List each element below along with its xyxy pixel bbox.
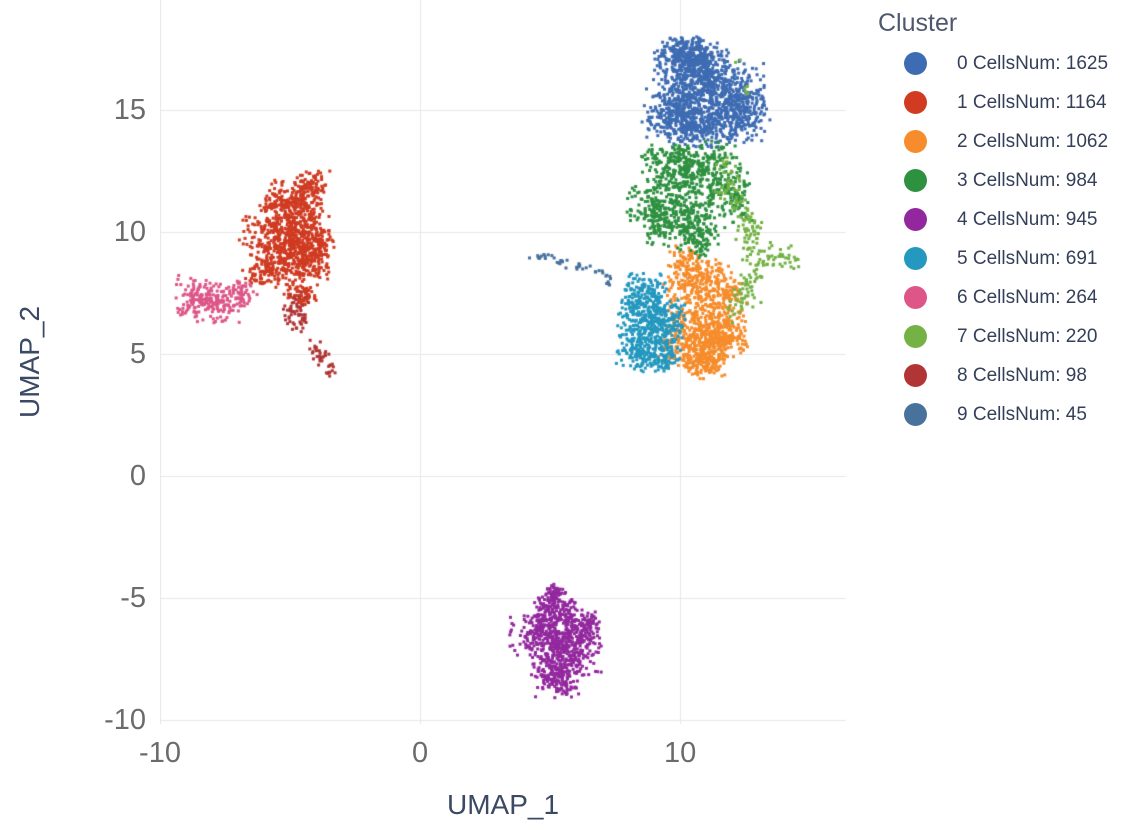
legend-item-1[interactable]: 1 CellsNum: 1164 xyxy=(878,83,1124,122)
legend-item-2[interactable]: 2 CellsNum: 1062 xyxy=(878,122,1124,161)
legend-swatch-icon xyxy=(904,286,927,309)
legend-swatch-icon xyxy=(904,130,927,153)
x-axis-title: UMAP_1 xyxy=(446,789,560,820)
legend-swatch-icon xyxy=(904,403,927,426)
y-tick-label: 5 xyxy=(129,338,146,371)
legend-swatch-icon xyxy=(904,52,927,75)
legend-item-label: 7 CellsNum: 220 xyxy=(957,325,1098,347)
legend-item-label: 4 CellsNum: 945 xyxy=(957,208,1098,230)
y-tick-label: 10 xyxy=(113,216,146,249)
legend-item-8[interactable]: 8 CellsNum: 98 xyxy=(878,356,1124,395)
legend-item-6[interactable]: 6 CellsNum: 264 xyxy=(878,278,1124,317)
y-tick-label: 0 xyxy=(129,460,146,493)
y-axis-title: UMAP_2 xyxy=(14,305,45,419)
y-tick-label: -5 xyxy=(120,582,146,615)
legend-item-label: 5 CellsNum: 691 xyxy=(957,247,1098,269)
legend-swatch-icon xyxy=(904,325,927,348)
legend-item-9[interactable]: 9 CellsNum: 45 xyxy=(878,395,1124,434)
legend-swatch-icon xyxy=(904,169,927,192)
legend-item-label: 6 CellsNum: 264 xyxy=(957,286,1098,308)
legend-item-0[interactable]: 0 CellsNum: 1625 xyxy=(878,44,1124,83)
x-tick-label: 10 xyxy=(663,737,697,769)
scatter-plot-canvas[interactable] xyxy=(160,0,846,724)
legend-item-label: 9 CellsNum: 45 xyxy=(957,403,1087,425)
legend-item-label: 3 CellsNum: 984 xyxy=(957,169,1098,191)
legend-item-5[interactable]: 5 CellsNum: 691 xyxy=(878,239,1124,278)
legend-swatch-icon xyxy=(904,208,927,231)
legend-swatch-icon xyxy=(904,91,927,114)
legend-item-label: 8 CellsNum: 98 xyxy=(957,364,1087,386)
legend-item-label: 2 CellsNum: 1062 xyxy=(957,130,1109,152)
x-tick-label: 0 xyxy=(411,737,429,769)
legend-item-3[interactable]: 3 CellsNum: 984 xyxy=(878,161,1124,200)
legend-item-label: 1 CellsNum: 1164 xyxy=(957,91,1107,113)
legend-swatch-icon xyxy=(904,247,927,270)
legend-title: Cluster xyxy=(878,9,958,37)
legend: Cluster 0 CellsNum: 1625 1 CellsNum: 1164… xyxy=(878,8,1124,434)
legend-item-7[interactable]: 7 CellsNum: 220 xyxy=(878,317,1124,356)
y-tick-label: -10 xyxy=(104,704,146,737)
x-tick-label: -10 xyxy=(139,737,181,769)
legend-items: 0 CellsNum: 1625 1 CellsNum: 1164 2 CellsN… xyxy=(878,44,1124,434)
legend-item-label: 0 CellsNum: 1625 xyxy=(957,52,1109,74)
legend-item-4[interactable]: 4 CellsNum: 945 xyxy=(878,200,1124,239)
legend-swatch-icon xyxy=(904,364,927,387)
y-tick-label: 15 xyxy=(113,94,146,127)
